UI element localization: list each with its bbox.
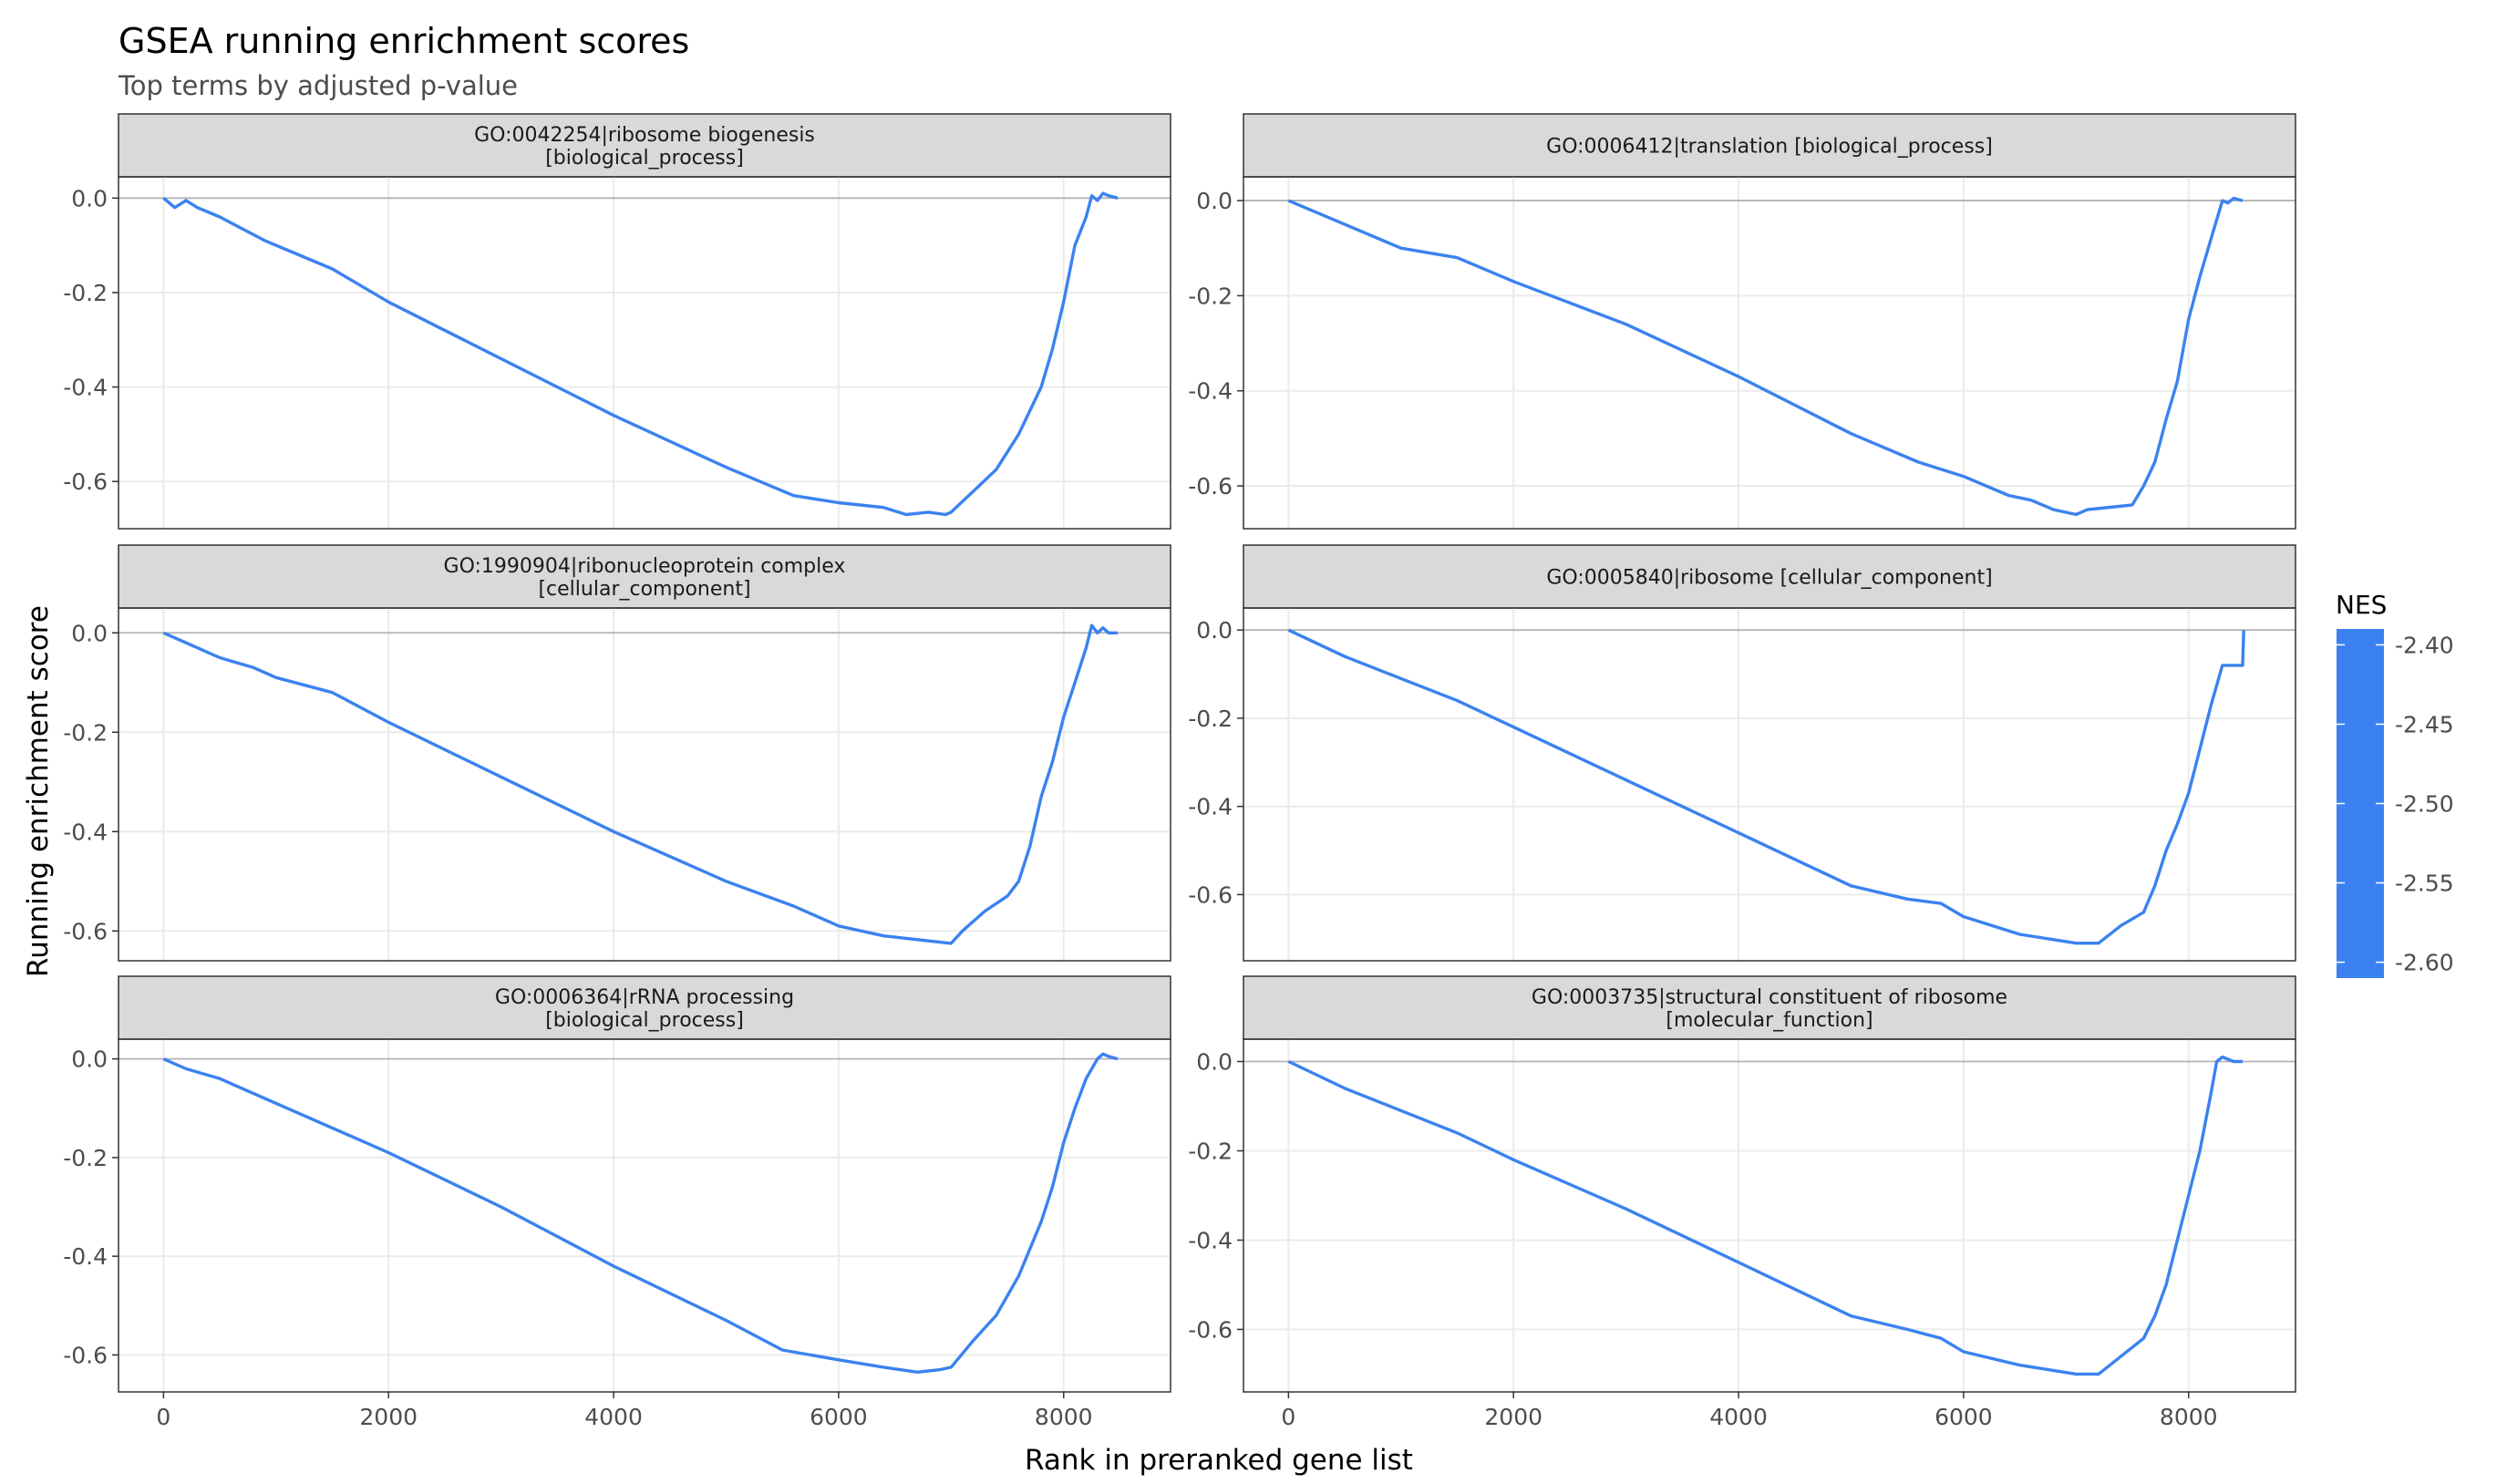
y-tick-label: -0.6 (1188, 881, 1233, 908)
facet-strip (118, 113, 1171, 178)
facet-strip-label: GO:0006364|rRNA processing (495, 986, 794, 1009)
facet-strip-label: GO:0003735|structural constituent of rib… (1532, 986, 2007, 1009)
y-tick-label: -0.2 (63, 1145, 108, 1171)
panel-border (118, 176, 1171, 530)
facet-panel: GO:0006364|rRNA processing[biological_pr… (63, 975, 1171, 1430)
x-tick-label: 6000 (810, 1404, 868, 1430)
colorbar-tick-label: -2.40 (2395, 632, 2454, 658)
x-tick-label: 8000 (2160, 1404, 2218, 1430)
y-tick-label: -0.4 (63, 819, 108, 845)
y-tick-label: -0.2 (1188, 706, 1233, 732)
y-tick-label: 0.0 (71, 620, 108, 646)
y-tick-label: -0.2 (1188, 1138, 1233, 1164)
facet-strip (1243, 113, 2296, 178)
facet-strip-label: GO:0005840|ribosome [cellular_component] (1546, 567, 1992, 590)
y-tick-label: 0.0 (71, 185, 108, 211)
facet-panel: GO:0005840|ribosome [cellular_component]… (1188, 544, 2296, 962)
y-tick-label: -0.4 (1188, 794, 1233, 820)
panel-border (118, 1038, 1171, 1393)
x-tick-label: 2000 (359, 1404, 418, 1430)
facet-panel: GO:0003735|structural constituent of rib… (1188, 975, 2296, 1430)
colorbar-tick-label: -2.50 (2395, 791, 2454, 818)
panel-border (118, 607, 1171, 962)
running-es-line (1287, 196, 2244, 517)
facet-strip-label: [molecular_function] (1666, 1009, 1873, 1032)
facet-strip-label: [biological_process] (545, 1009, 744, 1032)
panel-border (1243, 1038, 2296, 1393)
y-tick-label: -0.6 (1188, 1316, 1233, 1343)
y-tick-label: 0.0 (71, 1046, 108, 1073)
y-tick-label: -0.4 (63, 1243, 108, 1270)
y-tick-label: -0.4 (63, 375, 108, 401)
y-tick-label: -0.2 (63, 280, 108, 306)
running-es-line (162, 623, 1118, 945)
facet-strip-label: GO:1990904|ribonucleoprotein complex (444, 555, 846, 578)
x-tick-label: 8000 (1035, 1404, 1093, 1430)
figure-title: GSEA running enrichment scores (119, 21, 689, 61)
panel-border (1243, 607, 2296, 962)
running-es-line (1287, 1055, 2243, 1376)
facet-panel: GO:0042254|ribosome biogenesis[biologica… (63, 113, 1171, 530)
running-es-line (1287, 628, 2245, 945)
running-es-line (162, 1052, 1119, 1374)
x-tick-label: 4000 (584, 1404, 643, 1430)
y-tick-label: -0.4 (1188, 378, 1233, 405)
x-tick-label: 4000 (1709, 1404, 1768, 1430)
y-axis-label: Running enrichment score (22, 605, 55, 977)
facet-panels: GO:0042254|ribosome biogenesis[biologica… (63, 113, 2296, 1430)
facet-strip-label: GO:0042254|ribosome biogenesis (474, 124, 815, 147)
y-tick-label: -0.6 (1188, 473, 1233, 500)
facet-strip (118, 975, 1171, 1040)
y-tick-label: 0.0 (1196, 617, 1233, 644)
y-tick-label: 0.0 (1196, 1048, 1233, 1075)
x-tick-label: 0 (156, 1404, 170, 1430)
x-tick-label: 0 (1281, 1404, 1295, 1430)
legend-title: NES (2336, 590, 2387, 620)
facet-panel: GO:1990904|ribonucleoprotein complex[cel… (63, 544, 1171, 962)
x-axis-label: Rank in preranked gene list (1025, 1444, 1413, 1477)
facet-strip-label: [biological_process] (545, 147, 744, 170)
facet-strip (1243, 975, 2296, 1040)
panel-border (1243, 176, 2296, 530)
colorbar-tick-label: -2.55 (2395, 871, 2454, 897)
x-tick-label: 2000 (1484, 1404, 1542, 1430)
x-tick-label: 6000 (1934, 1404, 1993, 1430)
facet-strip (1243, 544, 2296, 609)
colorbar-tick-label: -2.45 (2395, 711, 2454, 737)
y-tick-label: -0.6 (63, 918, 108, 944)
y-tick-label: -0.2 (1188, 283, 1233, 309)
colorbar-ticks: -2.40 -2.45 -2.50 -2.55 -2.60 (2337, 632, 2454, 976)
facet-strip-label: GO:0006412|translation [biological_proce… (1546, 136, 1993, 159)
y-tick-label: -0.6 (63, 1342, 108, 1368)
nes-colorbar-legend: NES -2.40 -2.45 -2.50 -2.55 -2.60 (2336, 590, 2454, 978)
colorbar-tick-label: -2.60 (2395, 950, 2454, 976)
running-es-line (162, 191, 1119, 517)
facet-panel: GO:0006412|translation [biological_proce… (1188, 113, 2296, 530)
y-tick-label: -0.6 (63, 469, 108, 495)
y-tick-label: -0.4 (1188, 1227, 1233, 1253)
y-tick-label: 0.0 (1196, 188, 1233, 214)
figure-subtitle: Top terms by adjusted p-value (118, 70, 518, 101)
y-tick-label: -0.2 (63, 719, 108, 746)
facet-strip-label: [cellular_component] (538, 578, 750, 601)
